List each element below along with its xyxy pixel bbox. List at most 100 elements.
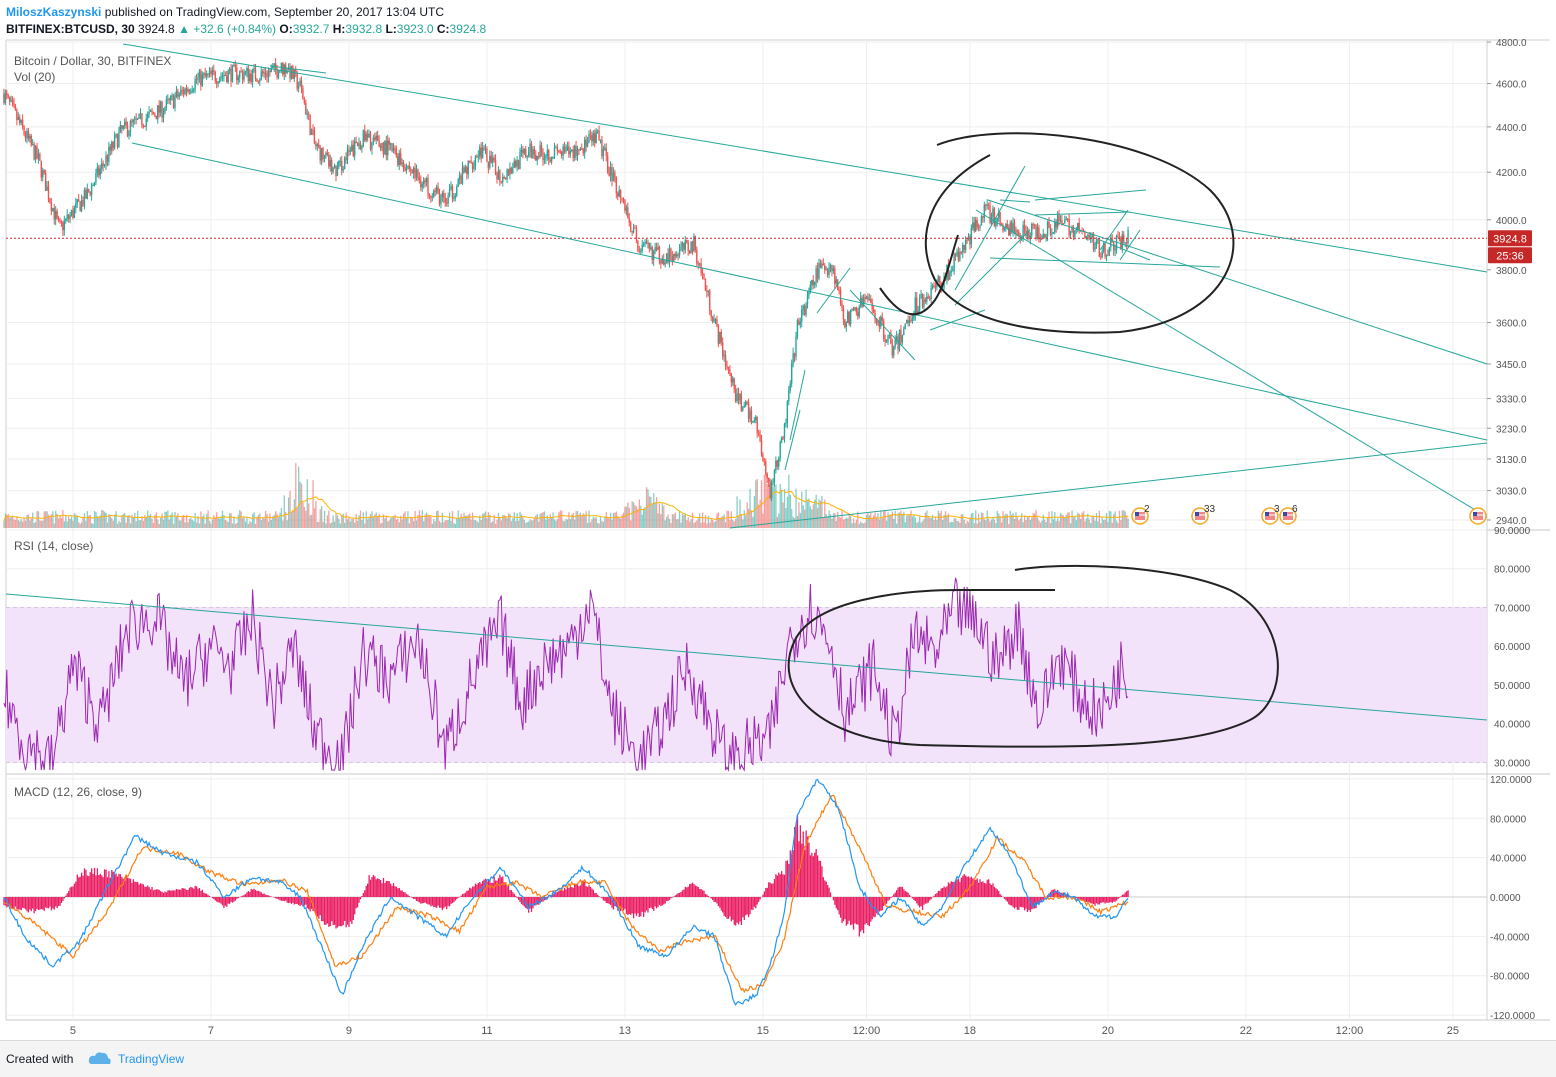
- volume-bar: [918, 522, 919, 528]
- volume-bar: [642, 515, 643, 528]
- volume-bar: [1113, 514, 1114, 528]
- volume-bar: [604, 516, 605, 528]
- volume-bar: [156, 512, 157, 528]
- macd-histogram-bar: [735, 897, 736, 926]
- volume-bar: [840, 518, 841, 528]
- macd-histogram-bar: [662, 897, 663, 905]
- candle-body: [640, 251, 641, 252]
- macd-histogram-bar: [1094, 897, 1095, 906]
- volume-bar: [864, 522, 865, 528]
- candle-body: [220, 76, 221, 78]
- candle-body: [541, 145, 542, 152]
- macd-histogram-bar: [958, 879, 959, 897]
- candle-body: [824, 265, 825, 270]
- candle-body: [59, 221, 60, 222]
- macd-histogram-bar: [841, 897, 842, 923]
- volume-bar: [669, 519, 670, 528]
- volume-bar: [965, 524, 966, 528]
- candle-body: [961, 252, 962, 253]
- macd-histogram-bar: [596, 893, 597, 897]
- candle-body: [322, 148, 323, 159]
- macd-histogram-bar: [289, 897, 290, 903]
- candle-body: [365, 134, 366, 141]
- candle-body: [817, 268, 818, 278]
- macd-histogram-bar: [915, 897, 916, 901]
- volume-bar: [575, 511, 576, 528]
- volume-bar: [330, 523, 331, 528]
- volume-bar: [253, 512, 254, 528]
- macd-histogram-bar: [1117, 897, 1118, 899]
- volume-bar: [637, 509, 638, 528]
- candle-body: [624, 200, 625, 211]
- candle-body: [974, 222, 975, 231]
- volume-bar: [255, 524, 256, 528]
- macd-histogram-bar: [1100, 897, 1101, 903]
- volume-bar: [52, 511, 53, 528]
- macd-histogram-bar: [62, 897, 63, 901]
- candle-body: [963, 245, 964, 250]
- macd-histogram-bar: [775, 874, 776, 897]
- tradingview-link[interactable]: TradingView: [118, 1052, 184, 1066]
- volume-bar: [124, 513, 125, 528]
- volume-bar: [798, 502, 799, 528]
- macd-histogram-bar: [390, 884, 391, 897]
- flag-canton: [1195, 512, 1199, 516]
- candle-body: [979, 225, 980, 227]
- macd-histogram-bar: [862, 897, 863, 930]
- candle-body: [535, 155, 536, 161]
- candle-body: [65, 219, 66, 221]
- macd-histogram-bar: [1107, 897, 1108, 903]
- chart-canvas[interactable]: 4800.04600.04400.04200.04000.03800.03600…: [0, 0, 1556, 1040]
- volume-bar: [69, 519, 70, 528]
- volume-bar: [1002, 511, 1003, 528]
- candle-body: [87, 189, 88, 198]
- volume-bar: [101, 510, 102, 528]
- volume-bar: [206, 514, 207, 528]
- macd-histogram-bar: [906, 892, 907, 897]
- volume-bar: [1017, 517, 1018, 528]
- volume-bar: [429, 516, 430, 528]
- macd-histogram-bar: [713, 897, 714, 902]
- candle-body: [1104, 243, 1105, 256]
- volume-bar: [928, 516, 929, 528]
- macd-histogram-bar: [731, 897, 732, 921]
- candle-body: [754, 420, 755, 422]
- volume-bar: [633, 502, 634, 528]
- volume-bar: [213, 515, 214, 528]
- volume-bar: [338, 519, 339, 528]
- macd-histogram-bar: [465, 893, 466, 897]
- macd-histogram-bar: [850, 897, 851, 925]
- volume-bar: [414, 511, 415, 528]
- candle-body: [992, 209, 993, 217]
- candle-body: [955, 254, 956, 256]
- candle-body: [215, 72, 216, 81]
- candle-body: [285, 65, 286, 73]
- volume-bar: [749, 489, 750, 528]
- macd-histogram-bar: [242, 896, 243, 897]
- volume-bar: [331, 522, 332, 528]
- volume-bar: [647, 489, 648, 528]
- candle-body: [486, 149, 487, 162]
- candle-body: [281, 63, 282, 71]
- candle-body: [841, 304, 842, 308]
- candle-body: [470, 161, 471, 163]
- candle-body: [729, 369, 730, 373]
- volume-bar: [655, 502, 656, 528]
- macd-histogram-bar: [440, 897, 441, 908]
- time-axis-label: 12:00: [1336, 1025, 1364, 1037]
- volume-bar: [531, 520, 532, 528]
- candle-body: [660, 261, 661, 264]
- volume-bar: [348, 517, 349, 528]
- macd-histogram-bar: [105, 870, 106, 897]
- candle-body: [528, 152, 529, 156]
- volume-bar: [389, 520, 390, 528]
- macd-histogram-bar: [350, 897, 351, 922]
- macd-histogram-bar: [747, 897, 748, 914]
- macd-axis-label: 40.0000: [1490, 854, 1527, 865]
- price-axis-label: 3230.0: [1496, 424, 1527, 435]
- volume-bar: [295, 463, 296, 528]
- macd-histogram-bar: [908, 893, 909, 897]
- volume-bar: [471, 519, 472, 528]
- candle-body: [335, 165, 336, 175]
